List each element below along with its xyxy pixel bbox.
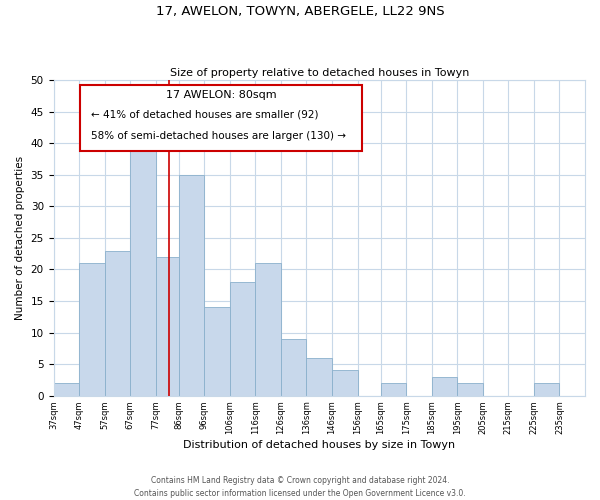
Text: 58% of semi-detached houses are larger (130) →: 58% of semi-detached houses are larger (… (91, 130, 346, 140)
Bar (585, 383, 600, 396)
Title: Size of property relative to detached houses in Towyn: Size of property relative to detached ho… (170, 68, 469, 78)
Bar (307, 358, 332, 396)
Bar (53, 383, 79, 396)
Text: ← 41% of detached houses are smaller (92): ← 41% of detached houses are smaller (92… (91, 110, 318, 120)
X-axis label: Distribution of detached houses by size in Towyn: Distribution of detached houses by size … (183, 440, 455, 450)
Text: Contains HM Land Registry data © Crown copyright and database right 2024.
Contai: Contains HM Land Registry data © Crown c… (134, 476, 466, 498)
Bar (332, 370, 358, 396)
Bar (457, 383, 483, 396)
FancyBboxPatch shape (80, 85, 362, 151)
Bar (130, 144, 156, 396)
Text: 17 AWELON: 80sqm: 17 AWELON: 80sqm (166, 90, 276, 100)
Bar (534, 383, 559, 396)
Bar (179, 175, 204, 396)
Bar (156, 257, 179, 396)
Bar (104, 250, 130, 396)
Text: 17, AWELON, TOWYN, ABERGELE, LL22 9NS: 17, AWELON, TOWYN, ABERGELE, LL22 9NS (155, 5, 445, 18)
Bar (204, 308, 230, 396)
Bar (256, 263, 281, 396)
Bar (79, 263, 104, 396)
Bar (380, 383, 406, 396)
Bar (431, 377, 457, 396)
Bar (230, 282, 256, 396)
Bar (281, 339, 307, 396)
Y-axis label: Number of detached properties: Number of detached properties (15, 156, 25, 320)
